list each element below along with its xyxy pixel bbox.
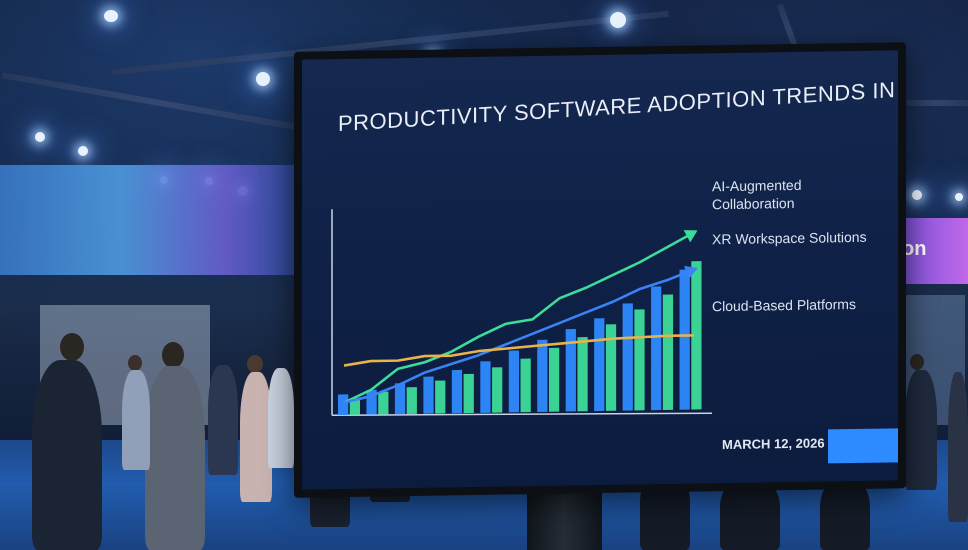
spotlight xyxy=(256,72,270,86)
spotlight xyxy=(912,190,922,200)
bar-green xyxy=(492,367,503,413)
trend-line xyxy=(343,231,695,404)
bar-blue xyxy=(423,376,434,414)
bar-blue xyxy=(679,269,690,410)
bar-green xyxy=(605,324,617,411)
bar-green xyxy=(577,337,588,412)
expo-banner xyxy=(0,165,300,275)
ceiling-truss xyxy=(905,100,968,106)
trend-arrowhead xyxy=(684,265,698,279)
trend-chart xyxy=(331,209,713,416)
x-axis xyxy=(331,412,713,416)
bar-green xyxy=(548,347,560,412)
trend-line xyxy=(343,334,694,367)
attendee xyxy=(905,370,937,490)
accent-block xyxy=(828,428,898,464)
bar-green xyxy=(349,398,360,415)
monitor-screen: PRODUCTIVITY SOFTWARE ADOPTION TRENDS IN… xyxy=(302,50,898,490)
banner-text-fragment: on xyxy=(902,238,927,260)
bar-blue xyxy=(480,361,491,413)
spotlight xyxy=(610,12,626,28)
bar-green xyxy=(463,373,474,414)
legend-cloud-platforms: Cloud-Based Platforms xyxy=(712,294,892,315)
attendee-head xyxy=(162,342,184,368)
spotlight xyxy=(78,146,88,156)
attendee-head xyxy=(60,333,84,361)
attendee-head xyxy=(128,355,142,371)
display-monitor: PRODUCTIVITY SOFTWARE ADOPTION TRENDS IN… xyxy=(294,42,906,498)
bar-green xyxy=(435,380,446,414)
attendee xyxy=(122,370,150,470)
attendee-head xyxy=(910,354,924,370)
attendee xyxy=(268,368,294,468)
expo-banner: on xyxy=(900,218,968,284)
bar-blue xyxy=(537,339,548,412)
date-label: MARCH 12, 2026 xyxy=(722,435,825,453)
attendee xyxy=(208,365,238,475)
spotlight xyxy=(35,132,45,142)
bar-green xyxy=(634,309,645,411)
attendee xyxy=(240,372,272,502)
spotlight xyxy=(955,193,963,201)
attendee-head xyxy=(247,355,263,373)
ceiling-truss xyxy=(1,72,319,134)
attendee xyxy=(32,360,102,550)
trend-line xyxy=(343,268,695,404)
bar-blue xyxy=(394,383,406,415)
bar-blue xyxy=(508,350,520,413)
bar-green xyxy=(378,391,389,415)
bar-blue xyxy=(451,369,463,414)
bar-blue xyxy=(622,303,633,411)
attendee xyxy=(820,478,870,550)
legend-ai-augmented: AI-Augmented Collaboration xyxy=(712,175,842,213)
bar-green xyxy=(691,261,702,410)
trend-arrowhead xyxy=(683,230,698,243)
bar-blue xyxy=(338,394,349,416)
attendee xyxy=(145,366,205,550)
legend-ai-label: AI-Augmented Collaboration xyxy=(712,176,802,213)
bar-green xyxy=(406,387,417,415)
bar-blue xyxy=(594,318,605,412)
bar-green xyxy=(520,358,531,413)
legend-cloud-label: Cloud-Based Platforms xyxy=(712,295,856,315)
attendee xyxy=(948,372,968,522)
bar-blue xyxy=(565,328,576,412)
legend-xr-workspace: XR Workspace Solutions xyxy=(712,227,892,248)
bar-blue xyxy=(651,286,662,411)
bar-green xyxy=(662,294,674,411)
legend-xr-label: XR Workspace Solutions xyxy=(712,228,867,248)
spotlight xyxy=(104,10,118,22)
